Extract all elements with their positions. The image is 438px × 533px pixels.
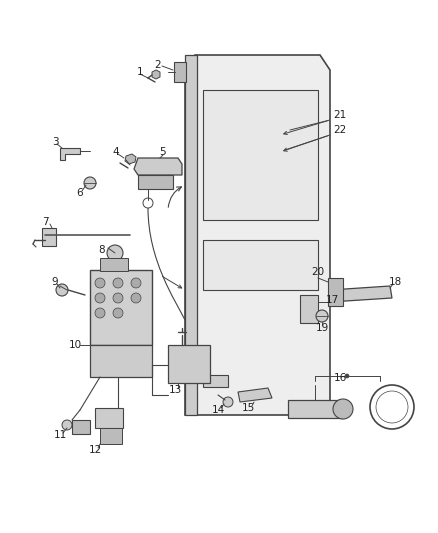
Text: 9: 9 — [52, 277, 58, 287]
Circle shape — [95, 293, 105, 303]
Text: 18: 18 — [389, 277, 402, 287]
Text: 5: 5 — [159, 147, 165, 157]
Circle shape — [131, 293, 141, 303]
Text: 15: 15 — [241, 403, 254, 413]
Circle shape — [56, 284, 68, 296]
Circle shape — [113, 308, 123, 318]
Circle shape — [223, 397, 233, 407]
Circle shape — [333, 399, 353, 419]
Circle shape — [95, 308, 105, 318]
Bar — [90, 270, 152, 345]
Bar — [72, 420, 90, 434]
Bar — [328, 278, 343, 306]
Circle shape — [84, 177, 96, 189]
Bar — [110, 258, 122, 266]
Text: 20: 20 — [311, 267, 325, 277]
Text: 7: 7 — [42, 217, 48, 227]
Text: 21: 21 — [333, 110, 346, 120]
Polygon shape — [125, 154, 136, 164]
Text: 19: 19 — [315, 323, 328, 333]
Circle shape — [113, 278, 123, 288]
Circle shape — [95, 278, 105, 288]
Circle shape — [345, 374, 349, 378]
Bar — [300, 295, 318, 323]
Bar — [203, 240, 318, 290]
Bar — [185, 55, 197, 415]
Circle shape — [107, 245, 123, 261]
Bar — [138, 175, 173, 189]
Text: 3: 3 — [52, 137, 58, 147]
Text: 6: 6 — [77, 188, 83, 198]
Bar — [168, 345, 210, 383]
Text: 4: 4 — [113, 147, 119, 157]
Polygon shape — [330, 286, 392, 302]
Circle shape — [316, 310, 328, 322]
Text: 22: 22 — [333, 125, 346, 135]
Text: 2: 2 — [155, 60, 161, 70]
Polygon shape — [152, 70, 160, 79]
Polygon shape — [238, 388, 272, 402]
Text: 16: 16 — [333, 373, 346, 383]
Text: 1: 1 — [137, 67, 143, 77]
Text: 10: 10 — [68, 340, 81, 350]
Bar — [100, 428, 122, 444]
Polygon shape — [60, 148, 80, 160]
Bar — [95, 408, 123, 428]
Circle shape — [131, 278, 141, 288]
Text: 12: 12 — [88, 445, 102, 455]
Bar — [203, 375, 228, 387]
Bar — [90, 345, 152, 377]
Bar — [42, 228, 56, 246]
Text: 17: 17 — [325, 295, 339, 305]
Polygon shape — [134, 158, 182, 175]
Text: 13: 13 — [168, 385, 182, 395]
Bar — [100, 258, 128, 271]
Circle shape — [113, 293, 123, 303]
Text: 8: 8 — [99, 245, 105, 255]
Polygon shape — [185, 55, 330, 415]
Text: 11: 11 — [53, 430, 67, 440]
Text: 14: 14 — [212, 405, 225, 415]
Circle shape — [62, 420, 72, 430]
Bar — [288, 400, 343, 418]
Bar — [174, 62, 186, 82]
Bar — [203, 90, 318, 220]
